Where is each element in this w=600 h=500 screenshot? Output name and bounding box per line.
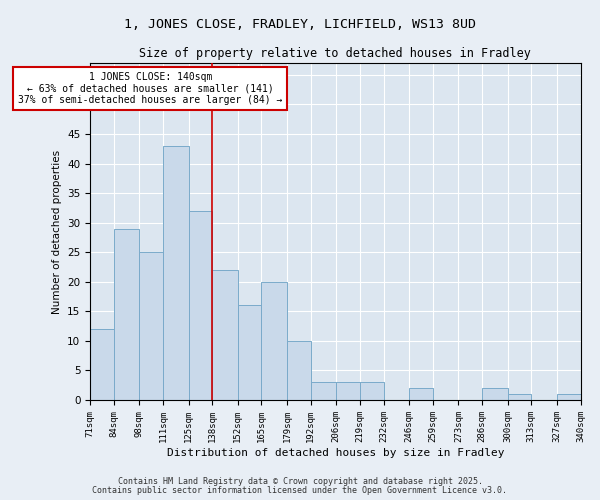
Title: Size of property relative to detached houses in Fradley: Size of property relative to detached ho… <box>139 48 531 60</box>
Bar <box>90 329 114 400</box>
Bar <box>262 282 287 400</box>
Text: 1 JONES CLOSE: 140sqm
← 63% of detached houses are smaller (141)
37% of semi-det: 1 JONES CLOSE: 140sqm ← 63% of detached … <box>18 72 283 105</box>
Bar <box>163 146 188 400</box>
Bar <box>238 306 262 400</box>
Bar <box>139 252 163 400</box>
Bar <box>482 388 508 400</box>
Bar <box>409 388 433 400</box>
Bar <box>287 341 311 400</box>
Bar <box>360 382 383 400</box>
Bar <box>557 394 581 400</box>
Text: 1, JONES CLOSE, FRADLEY, LICHFIELD, WS13 8UD: 1, JONES CLOSE, FRADLEY, LICHFIELD, WS13… <box>124 18 476 30</box>
Bar <box>508 394 531 400</box>
Text: Contains public sector information licensed under the Open Government Licence v3: Contains public sector information licen… <box>92 486 508 495</box>
Text: Contains HM Land Registry data © Crown copyright and database right 2025.: Contains HM Land Registry data © Crown c… <box>118 477 482 486</box>
Bar <box>114 228 139 400</box>
X-axis label: Distribution of detached houses by size in Fradley: Distribution of detached houses by size … <box>167 448 504 458</box>
Bar <box>188 211 212 400</box>
Y-axis label: Number of detached properties: Number of detached properties <box>52 150 62 314</box>
Bar <box>336 382 360 400</box>
Bar <box>212 270 238 400</box>
Bar <box>311 382 336 400</box>
